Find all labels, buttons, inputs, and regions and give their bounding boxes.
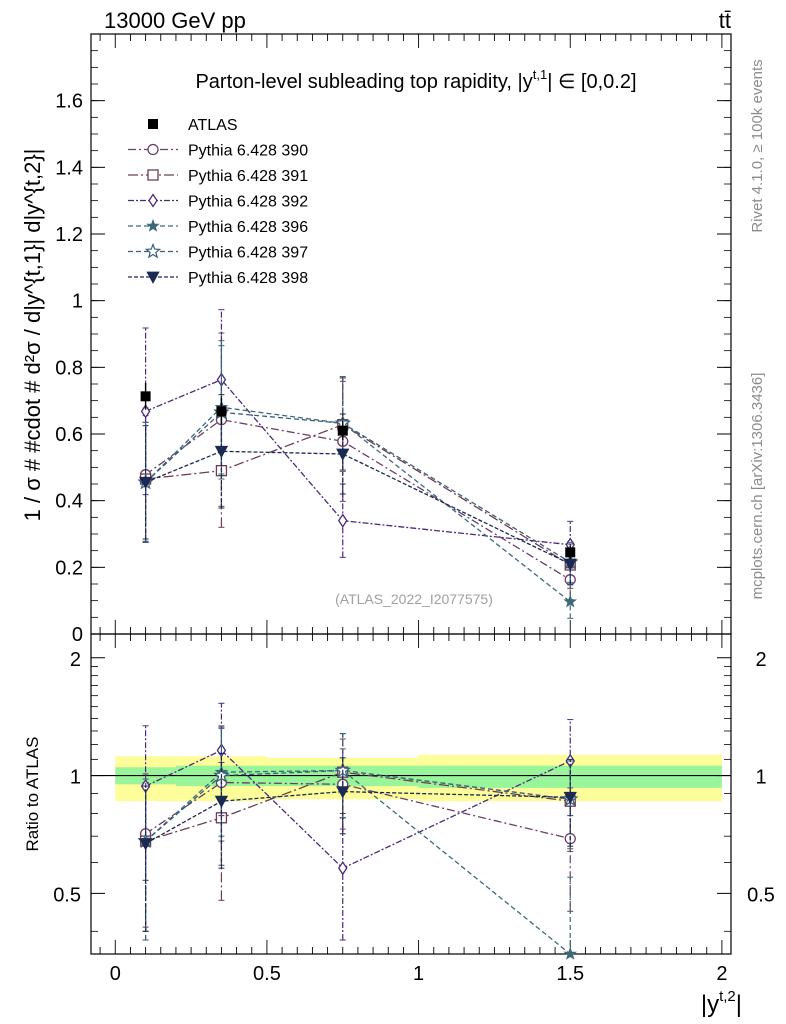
legend-marker-p396 xyxy=(146,218,160,232)
marker-p398 xyxy=(336,786,350,799)
ratio-y-tick-label: 0.5 xyxy=(53,884,81,906)
series-p397 xyxy=(137,345,579,583)
legend-marker-p391 xyxy=(147,169,159,181)
legend-marker-p398 xyxy=(146,271,160,284)
legend-label-p392: Pythia 6.428 392 xyxy=(188,194,308,211)
marker-p392 xyxy=(337,860,348,876)
x-axis-label: |yt,2| xyxy=(701,988,742,1018)
marker-p398 xyxy=(336,448,350,461)
series-p392 xyxy=(140,702,576,941)
main-y-tick-label: 0.4 xyxy=(55,491,83,513)
series-line-p397 xyxy=(145,411,571,563)
process-label: tt̄ xyxy=(719,8,731,33)
ratio-plot-frame xyxy=(90,633,732,955)
main-y-tick-label: 1.2 xyxy=(55,224,83,246)
series-line-p396 xyxy=(145,769,571,955)
main-plot-frame xyxy=(90,33,732,635)
marker-p398 xyxy=(563,791,577,805)
chart-title-suffix: | ∈ [0,0.2] xyxy=(547,71,636,93)
main-y-tick-label: 0 xyxy=(72,624,83,646)
legend-label-p391: Pythia 6.428 391 xyxy=(188,168,308,185)
series-line-p391 xyxy=(145,771,571,842)
series-line-p396 xyxy=(145,406,571,603)
legend-marker-p392 xyxy=(148,193,158,208)
atlas-data-point xyxy=(565,547,576,558)
series-line-p398 xyxy=(145,790,571,845)
main-plot-panel: 0 0.2 0.4 0.6 0.8 1 1.2 1.4 1.6 Parton-level sub… xyxy=(20,33,732,646)
main-series-layer xyxy=(137,309,579,619)
series-line-p392 xyxy=(145,378,571,546)
ratio-series-layer xyxy=(137,702,579,960)
series-line-p391 xyxy=(145,423,571,566)
legend: ATLAS Pythia 6.428 390 Pythia 6.428 391 Pyt… xyxy=(128,117,308,287)
marker-p398 xyxy=(214,795,229,809)
legend-label-p390: Pythia 6.428 390 xyxy=(188,143,308,160)
main-y-axis: 0 0.2 0.4 0.6 0.8 1 1.2 1.4 1.6 xyxy=(55,33,731,646)
atlas-data-point xyxy=(337,425,348,436)
legend-atlas-marker xyxy=(148,119,158,129)
atlas-data-point xyxy=(140,391,151,402)
series-p392 xyxy=(140,309,576,569)
legend-label-p397: Pythia 6.428 397 xyxy=(188,245,308,262)
ratio-uncertainty-bands xyxy=(91,754,731,802)
rivet-label: Rivet 4.1.0, ≥ 100k events xyxy=(749,59,766,232)
chart-title-text: Parton-level subleading top rapidity, |y xyxy=(195,71,532,93)
ratio-y-tick-label-right: 0.5 xyxy=(747,884,775,906)
ratio-y-tick-label-right: 2 xyxy=(755,649,766,671)
ratio-x-tick-label: 1.5 xyxy=(556,963,584,985)
series-p391 xyxy=(139,377,576,589)
series-p398 xyxy=(138,752,577,932)
ratio-y-tick-label: 2 xyxy=(70,649,81,671)
main-y-tick-label: 1 xyxy=(72,291,83,313)
marker-p396 xyxy=(563,946,578,960)
legend-label-p396: Pythia 6.428 396 xyxy=(188,219,308,236)
series-p390 xyxy=(139,332,576,601)
marker-p392 xyxy=(140,404,151,419)
chart-title: Parton-level subleading top rapidity, |y… xyxy=(195,67,636,93)
ratio-x-tick-label: 1 xyxy=(413,963,424,985)
x-axis-label-suffix: | xyxy=(736,991,742,1018)
atlas-data-point xyxy=(216,406,227,417)
ratio-y-axis-label: Ratio to ATLAS xyxy=(23,737,42,852)
marker-p398 xyxy=(138,838,153,851)
marker-p398 xyxy=(138,476,153,490)
ratio-plot-panel: 0.5 0.5 1 1 2 2 0 0.5 1 1.5 2 Ratio to ATLAS |yt,… xyxy=(23,633,775,1018)
ratio-y-tick-label: 1 xyxy=(70,767,81,789)
series-p396 xyxy=(138,340,578,619)
main-y-tick-label: 1.6 xyxy=(55,91,83,113)
energy-label: 13000 GeV pp xyxy=(104,8,246,33)
ratio-y-tick-label-right: 1 xyxy=(755,767,766,789)
series-line-p392 xyxy=(145,749,571,869)
ratio-x-axis: 0 0.5 1 1.5 2 xyxy=(99,634,727,985)
main-x-axis-ticks xyxy=(99,34,723,634)
series-atlas xyxy=(140,383,576,559)
series-line-p397 xyxy=(145,769,571,842)
ratio-x-tick-label: 0 xyxy=(110,963,121,985)
legend-atlas-label: ATLAS xyxy=(188,117,238,134)
legend-marker-p390 xyxy=(147,143,159,156)
main-y-tick-label: 1.4 xyxy=(55,157,83,179)
ratio-y-axis: 0.5 0.5 1 1 2 2 xyxy=(53,649,775,932)
legend-label-p398: Pythia 6.428 398 xyxy=(188,270,308,287)
chart-title-superscript: t,1 xyxy=(533,67,547,82)
main-y-tick-label: 0.6 xyxy=(55,424,83,446)
marker-p392 xyxy=(337,513,348,528)
main-y-axis-label: 1 / σ # #cdot # d²σ / d|y^{t,1}| d|y^{t,… xyxy=(20,149,45,522)
main-y-tick-label: 0.8 xyxy=(55,357,83,379)
x-axis-label-superscript: t,2 xyxy=(719,988,736,1005)
main-y-tick-label: 0.2 xyxy=(55,557,83,579)
ratio-x-tick-label: 0.5 xyxy=(253,963,281,985)
x-axis-label-text: |y xyxy=(701,991,719,1018)
series-line-p390 xyxy=(145,419,571,581)
legend-marker-p397 xyxy=(144,242,162,259)
marker-p396 xyxy=(563,594,578,608)
marker-p398 xyxy=(214,445,229,459)
ratio-x-tick-label: 2 xyxy=(716,963,727,985)
series-line-p398 xyxy=(145,450,571,565)
mcplots-label: mcplots.cern.ch [arXiv:1306.3436] xyxy=(749,373,766,600)
analysis-watermark: (ATLAS_2022_I2077575) xyxy=(335,591,493,607)
